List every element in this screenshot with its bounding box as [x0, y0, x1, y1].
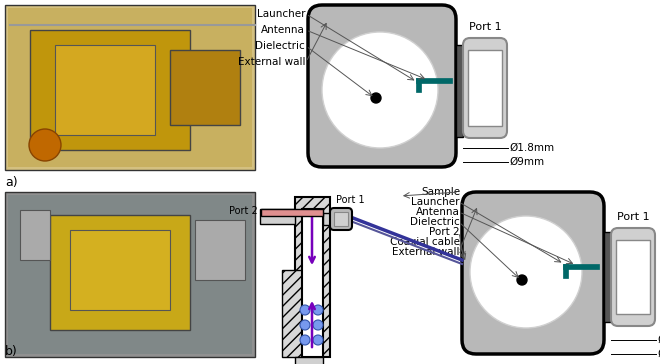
- Text: a): a): [5, 176, 18, 189]
- Bar: [5, 5, 255, 170]
- Text: Port 2: Port 2: [430, 227, 460, 237]
- Text: Antenna: Antenna: [416, 207, 460, 217]
- Circle shape: [313, 335, 323, 345]
- Text: Dielectric: Dielectric: [411, 217, 460, 227]
- Circle shape: [371, 93, 381, 103]
- Bar: [30, 30, 190, 150]
- Text: b): b): [5, 345, 18, 358]
- Circle shape: [313, 305, 323, 315]
- Bar: [282, 270, 322, 357]
- Bar: [456, 45, 463, 137]
- Bar: [416, 78, 452, 83]
- Text: External wall: External wall: [238, 57, 305, 67]
- Bar: [563, 264, 599, 269]
- Text: Port 1: Port 1: [616, 212, 649, 222]
- Bar: [563, 264, 568, 278]
- Bar: [323, 213, 331, 225]
- Bar: [260, 209, 295, 224]
- Circle shape: [470, 216, 582, 328]
- Circle shape: [322, 32, 438, 148]
- Bar: [416, 78, 421, 92]
- FancyBboxPatch shape: [308, 5, 456, 167]
- Circle shape: [29, 129, 61, 161]
- FancyBboxPatch shape: [330, 208, 352, 230]
- Text: Ø1.8mm: Ø1.8mm: [657, 335, 660, 345]
- Circle shape: [313, 320, 323, 330]
- Text: Port 1: Port 1: [336, 195, 364, 205]
- Bar: [302, 209, 323, 357]
- Bar: [616, 240, 650, 314]
- Text: Port 2: Port 2: [229, 206, 258, 216]
- Bar: [604, 232, 611, 322]
- Circle shape: [300, 305, 310, 315]
- Bar: [170, 50, 240, 125]
- Circle shape: [300, 320, 310, 330]
- FancyBboxPatch shape: [463, 38, 507, 138]
- Bar: [295, 357, 323, 364]
- Bar: [50, 215, 190, 330]
- Bar: [195, 220, 245, 280]
- Bar: [55, 45, 155, 135]
- Text: Port 1: Port 1: [469, 22, 502, 32]
- Text: Coaxial cable: Coaxial cable: [390, 237, 460, 247]
- FancyBboxPatch shape: [462, 192, 604, 354]
- Text: External wall: External wall: [393, 247, 460, 257]
- Text: Launcher: Launcher: [257, 9, 305, 19]
- Text: Launcher: Launcher: [411, 197, 460, 207]
- Text: Dielectric: Dielectric: [255, 41, 305, 51]
- Bar: [261, 209, 323, 216]
- Text: Antenna: Antenna: [261, 25, 305, 35]
- Text: Sample: Sample: [421, 187, 460, 197]
- Bar: [5, 192, 255, 357]
- Bar: [70, 230, 170, 310]
- Text: Ø9mm: Ø9mm: [509, 157, 544, 167]
- Text: Ø1.8mm: Ø1.8mm: [509, 143, 554, 153]
- Text: Ø9mm: Ø9mm: [657, 349, 660, 359]
- Bar: [468, 50, 502, 126]
- Bar: [295, 197, 330, 357]
- Bar: [8, 8, 252, 167]
- Bar: [8, 195, 252, 354]
- Circle shape: [517, 275, 527, 285]
- Circle shape: [300, 335, 310, 345]
- FancyBboxPatch shape: [611, 228, 655, 326]
- Bar: [334, 212, 348, 226]
- Bar: [20, 210, 50, 260]
